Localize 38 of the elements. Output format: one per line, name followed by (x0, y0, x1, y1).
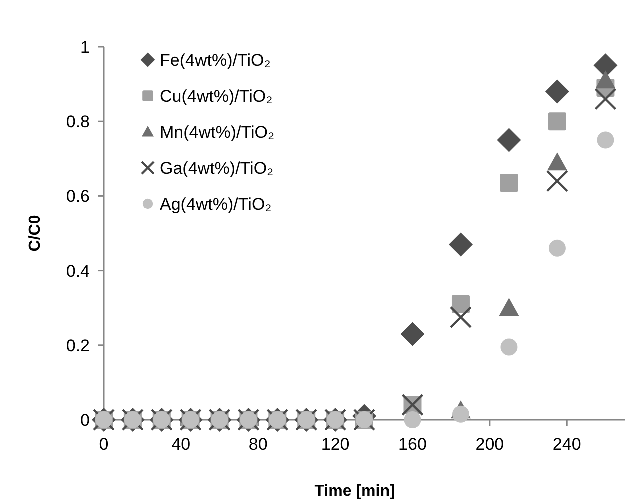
y-tick-label: 0 (80, 410, 90, 430)
point (546, 170, 569, 192)
point (404, 412, 422, 428)
y-tick-label: 0.2 (66, 336, 90, 356)
point (452, 406, 470, 423)
y-tick-label: 0.8 (66, 112, 90, 132)
x-tick-label: 0 (99, 435, 109, 454)
x-tick-label: 80 (248, 435, 268, 454)
point (499, 298, 520, 316)
x-tick-label: 40 (172, 435, 191, 454)
point (452, 295, 470, 314)
x-tick-label: 120 (321, 435, 350, 454)
point (547, 152, 568, 171)
point (400, 322, 425, 346)
y-tick-label: 1 (80, 38, 90, 57)
point (548, 240, 566, 257)
point (548, 112, 566, 131)
point (450, 306, 472, 329)
point (500, 338, 518, 356)
point (596, 70, 616, 89)
y-tick-label: 0.4 (66, 262, 90, 281)
point (448, 232, 473, 257)
x-tick-label: 200 (476, 435, 504, 454)
point (594, 88, 617, 110)
point (500, 174, 518, 192)
legend-label: Ga(4wt%)/TiO₂ (160, 158, 274, 178)
y-axis-title: C/C0 (27, 215, 44, 252)
legend-label: Fe(4wt%)/TiO₂ (160, 50, 271, 70)
x-axis-title: Time [min] (314, 483, 396, 500)
x-tick-label: 160 (398, 435, 427, 454)
point (497, 128, 522, 152)
legend-label: Ag(4wt%)/TiO₂ (160, 194, 272, 214)
legend-label: Cu(4wt%)/TiO₂ (160, 86, 273, 106)
point (545, 80, 570, 104)
point (597, 132, 614, 149)
x-tick-label: 240 (552, 435, 582, 454)
legend-label: Mn(4wt%)/TiO₂ (160, 122, 275, 142)
y-tick-label: 0.6 (66, 187, 90, 206)
